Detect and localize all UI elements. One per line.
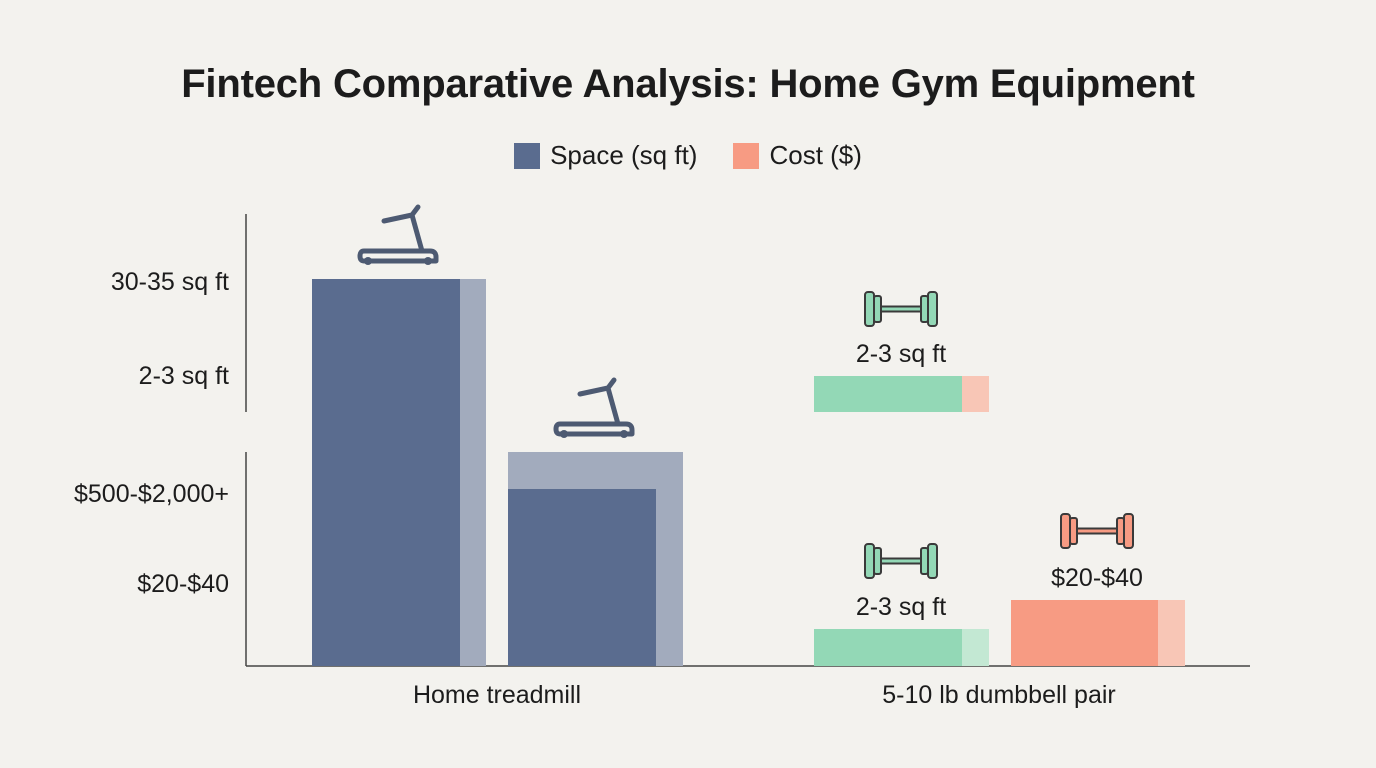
dumbbell-bar — [1074, 527, 1120, 535]
dumbbell-bar — [878, 305, 924, 313]
legend-item-cost: Cost ($) — [733, 140, 862, 171]
y-tick-label: 30-35 sq ft — [111, 268, 229, 296]
treadmill-frame — [381, 204, 425, 254]
dumbbell-plate — [927, 543, 938, 579]
x-category-label: 5-10 lb dumbbell pair — [882, 681, 1115, 709]
y-tick-label: $20-$40 — [137, 570, 229, 598]
y-tick-label: $500-$2,000+ — [74, 480, 229, 508]
bar-dumbbell-space-upper — [814, 376, 962, 412]
bar-dumbbell-cost — [1011, 600, 1158, 666]
treadmill-deck — [553, 421, 635, 437]
data-label-dumbbell-space: 2-3 sq ft — [856, 593, 946, 621]
dumbbell-plate — [1116, 517, 1125, 545]
dumbbell-plate — [1123, 513, 1134, 549]
legend-label-cost: Cost ($) — [769, 140, 862, 170]
x-category-label: Home treadmill — [413, 681, 581, 709]
chart-title: Fintech Comparative Analysis: Home Gym E… — [181, 62, 1195, 106]
dumbbell-plate — [1060, 513, 1071, 549]
legend: Space (sq ft) Cost ($) — [0, 140, 1376, 171]
bar-dumbbell-space — [814, 629, 962, 666]
treadmill-frame — [577, 377, 621, 427]
dumbbell-plate — [873, 547, 882, 575]
dumbbell-plate — [864, 291, 875, 327]
dumbbell-plate — [927, 291, 938, 327]
legend-swatch-cost — [733, 142, 760, 169]
dumbbell-plate — [873, 295, 882, 323]
treadmill-icon — [553, 377, 635, 438]
dumbbell-icon — [864, 543, 938, 579]
bar-treadmill-space — [312, 279, 460, 666]
data-label-dumbbell-space-upper: 2-3 sq ft — [856, 340, 946, 368]
treadmill-icon — [357, 204, 439, 265]
legend-label-space: Space (sq ft) — [550, 140, 698, 170]
dumbbell-plate — [1069, 517, 1078, 545]
treadmill-roller — [364, 257, 372, 265]
legend-item-space: Space (sq ft) — [514, 140, 697, 171]
data-label-dumbbell-cost: $20-$40 — [1051, 564, 1143, 592]
treadmill-roller — [560, 430, 568, 438]
treadmill-deck — [357, 248, 439, 264]
dumbbell-icon — [1060, 513, 1134, 549]
dumbbell-plate — [864, 543, 875, 579]
treadmill-roller — [424, 257, 432, 265]
dumbbell-icon — [864, 291, 938, 327]
y-tick-label: 2-3 sq ft — [139, 362, 229, 390]
bar-shadow — [458, 279, 486, 666]
legend-swatch-space — [514, 142, 541, 169]
dumbbell-plate — [920, 547, 929, 575]
dumbbell-bar — [878, 557, 924, 565]
dumbbell-plate — [920, 295, 929, 323]
bar-treadmill-cost — [508, 489, 656, 666]
treadmill-roller — [620, 430, 628, 438]
